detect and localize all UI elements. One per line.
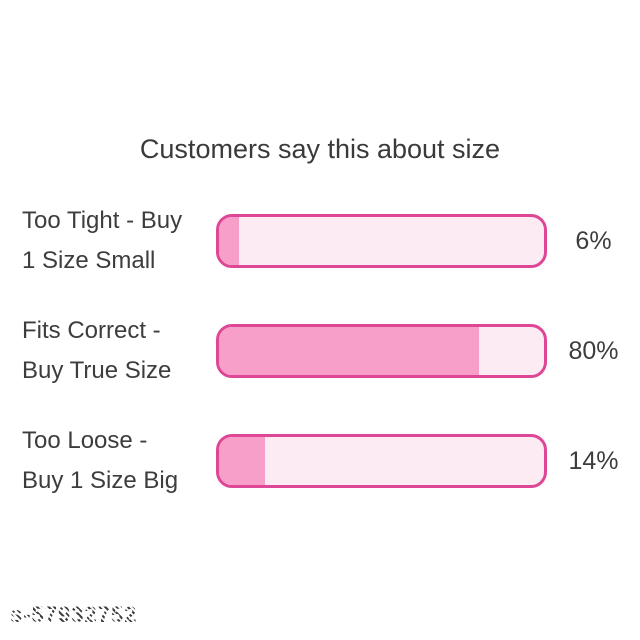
- bar-track: [216, 214, 547, 268]
- bar-label-line: Buy 1 Size Big: [22, 467, 179, 494]
- bar-value-label: 6%: [575, 226, 612, 255]
- bar-fill: [219, 327, 479, 375]
- bar-label: Fits Correct - Buy True Size: [0, 311, 216, 391]
- bar-label-line: Too Tight - Buy: [22, 207, 183, 234]
- bar-label-line: Buy True Size: [22, 357, 172, 384]
- size-bar-chart: Too Tight - Buy 1 Size Small 6% Fits Cor…: [0, 186, 640, 516]
- watermark-code: s-57932752: [8, 600, 140, 630]
- watermark-text: s-57932752: [10, 602, 138, 627]
- bar-label-line: 1 Size Small: [22, 247, 156, 274]
- bar-track: [216, 324, 547, 378]
- bar-label: Too Tight - Buy 1 Size Small: [0, 201, 216, 281]
- bar-value-label: 14%: [568, 446, 619, 475]
- bar-fill: [219, 437, 265, 485]
- bar-label: Too Loose - Buy 1 Size Big: [0, 421, 216, 501]
- bar-row-too-loose: Too Loose - Buy 1 Size Big 14%: [0, 406, 640, 516]
- bar-fill: [219, 217, 239, 265]
- bar-value-label: 80%: [568, 336, 619, 365]
- bar-row-fits-correct: Fits Correct - Buy True Size 80%: [0, 296, 640, 406]
- bar-track: [216, 434, 547, 488]
- bar-label-line: Too Loose -: [22, 427, 148, 454]
- bar-label-line: Fits Correct -: [22, 317, 161, 344]
- page-title: Customers say this about size: [139, 134, 501, 164]
- bar-row-too-tight: Too Tight - Buy 1 Size Small 6%: [0, 186, 640, 296]
